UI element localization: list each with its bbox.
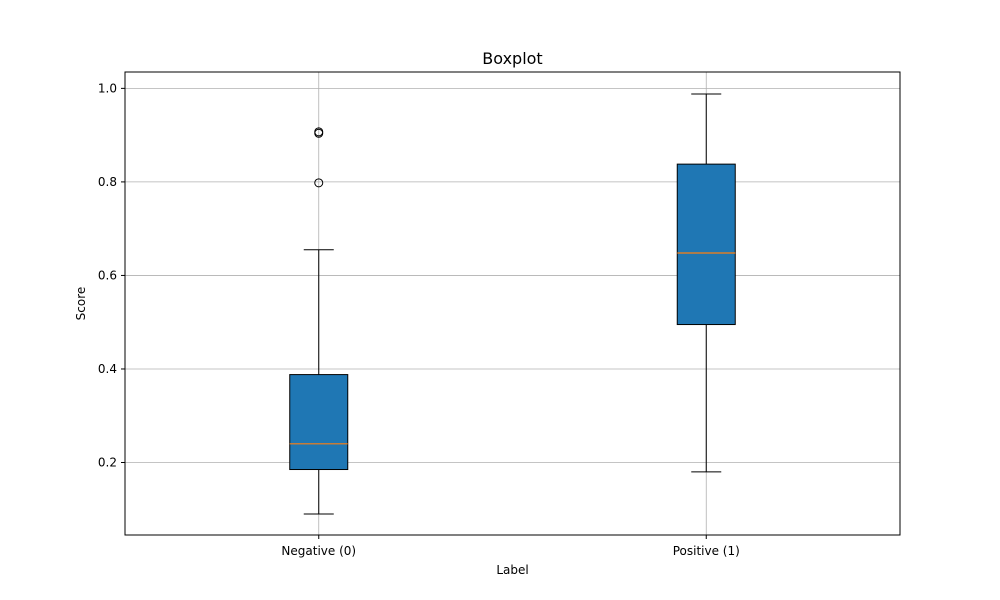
x-axis-label: Label xyxy=(496,563,528,577)
iqr-box xyxy=(676,163,736,326)
y-tick-label: 0.6 xyxy=(98,268,117,282)
tick-layer: 0.2 0.4 0.6 0.8 1.0 Negative (0) Positive (1) xyxy=(98,81,740,558)
y-tick-label: 0.2 xyxy=(98,456,117,470)
iqr-box xyxy=(289,374,349,471)
y-axis-label: Score xyxy=(74,287,88,321)
x-tick-label: Negative (0) xyxy=(281,544,356,558)
plot-frame xyxy=(124,71,901,536)
outlier-point xyxy=(314,178,324,188)
x-tick-label: Positive (1) xyxy=(673,544,740,558)
outlier-point xyxy=(314,127,324,137)
y-tick-label: 1.0 xyxy=(98,81,117,95)
box-layer xyxy=(289,93,736,515)
y-tick-label: 0.4 xyxy=(98,362,117,376)
chart-title: Boxplot xyxy=(482,49,542,68)
box-group xyxy=(676,93,736,473)
grid-layer xyxy=(125,72,900,535)
box-group xyxy=(289,127,349,515)
y-tick-label: 0.8 xyxy=(98,175,117,189)
